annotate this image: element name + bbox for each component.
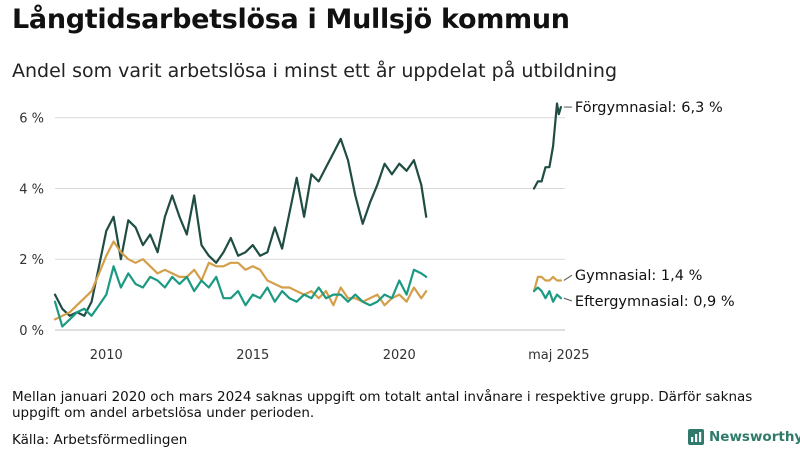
series-end-label: Gymnasial: 1,4 % bbox=[575, 268, 702, 284]
series-end-label: Förgymnasial: 6,3 % bbox=[575, 100, 723, 116]
y-tick-label: 0 % bbox=[19, 324, 44, 339]
chart-title: Långtidsarbetslösa i Mullsjö kommun bbox=[12, 4, 570, 35]
line-chart: 0 % 2 % 4 % 6 % 2010 2015 2020 maj 2025 Förgym… bbox=[19, 100, 735, 363]
x-tick-label: 2020 bbox=[383, 348, 416, 363]
series-end-labels: Förgymnasial: 6,3 % Gymnasial: 1,4 % Efter… bbox=[563, 100, 735, 310]
x-tick-label: 2010 bbox=[90, 348, 123, 363]
footnote: Mellan januari 2020 och mars 2024 saknas… bbox=[12, 389, 753, 421]
series-line-gymnasial bbox=[53, 240, 428, 321]
series-line-förgymnasial bbox=[53, 137, 428, 317]
x-tick-label: maj 2025 bbox=[528, 348, 589, 363]
series-line-eftergymnasial bbox=[532, 286, 563, 303]
chart-subtitle: Andel som varit arbetslösa i minst ett å… bbox=[12, 60, 618, 82]
brand-name: Newsworthy bbox=[709, 429, 800, 445]
y-axis-ticks: 0 % 2 % 4 % 6 % bbox=[19, 112, 44, 339]
bar-chart-icon bbox=[688, 429, 704, 445]
source-text: Källa: Arbetsförmedlingen bbox=[12, 432, 188, 448]
x-axis-ticks: 2010 2015 2020 maj 2025 bbox=[90, 348, 590, 363]
brand-logo[interactable]: Newsworthy bbox=[688, 429, 800, 445]
series-lines bbox=[53, 102, 563, 328]
y-tick-label: 2 % bbox=[19, 253, 44, 268]
label-connector bbox=[563, 274, 573, 281]
series-end-label: Eftergymnasial: 0,9 % bbox=[575, 294, 735, 310]
series-line-gymnasial bbox=[532, 275, 563, 293]
y-tick-label: 4 % bbox=[19, 182, 44, 197]
series-line-förgymnasial bbox=[532, 102, 563, 190]
label-connector bbox=[563, 297, 573, 302]
y-tick-label: 6 % bbox=[19, 112, 44, 127]
x-tick-label: 2015 bbox=[236, 348, 269, 363]
series-line-eftergymnasial bbox=[53, 265, 428, 328]
